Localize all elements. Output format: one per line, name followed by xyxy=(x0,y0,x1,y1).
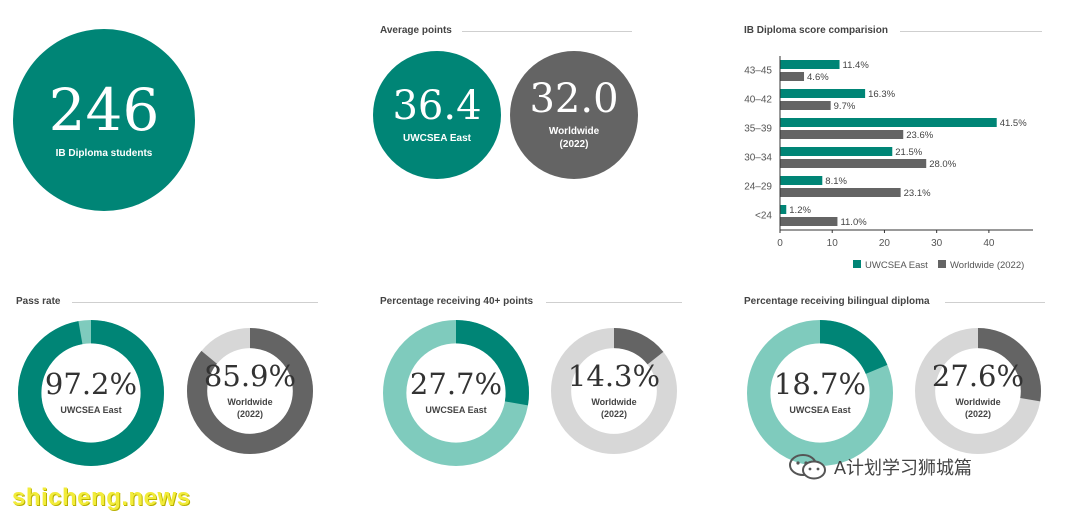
account-name: A计划学习狮城篇 xyxy=(834,458,973,478)
pass-uwcsea-value: 97.2% xyxy=(44,366,138,401)
bar-value-label: 11.4% xyxy=(843,60,870,71)
legend-swatch-worldwide xyxy=(938,260,946,268)
avg-worldwide-circle: 32.0 Worldwide (2022) xyxy=(510,51,638,179)
bar-value-label: 9.7% xyxy=(834,101,856,112)
wechat-icon xyxy=(789,454,826,480)
category-label: 40–42 xyxy=(744,95,772,106)
bar-worldwide xyxy=(780,159,927,168)
x-tick-label: 40 xyxy=(983,238,995,249)
chart-title-rule xyxy=(900,31,1042,32)
chart-title: IB Diploma score comparision xyxy=(744,25,888,36)
average-points-rule xyxy=(462,31,632,32)
students-count: 246 xyxy=(48,75,160,144)
bar-worldwide xyxy=(780,188,901,197)
bilingual-worldwide-value: 27.6% xyxy=(931,358,1025,393)
bar-value-label: 41.5% xyxy=(1000,118,1027,129)
category-label: <24 xyxy=(755,211,772,222)
x-tick-label: 0 xyxy=(777,238,783,249)
bilingual-worldwide-donut: 27.6% Worldwide (2022) xyxy=(915,328,1041,454)
pass-uwcsea-ring xyxy=(18,320,164,466)
bar-value-label: 23.6% xyxy=(906,130,933,141)
bilingual-uwcsea-value: 18.7% xyxy=(773,366,867,401)
legend-label: UWCSEA East xyxy=(865,260,928,271)
bar-uwcsea xyxy=(780,89,866,98)
forty-uwcsea-ring xyxy=(383,320,529,466)
bilingual-worldwide-label: Worldwide (2022) xyxy=(955,396,1001,419)
score-comparison-chart: 43–45 11.4% 4.6% 40–42 16.3% 9.7% 35–39 41.5% 23… xyxy=(744,56,1033,271)
forty-worldwide-value: 14.3% xyxy=(567,358,661,393)
bilingual-uwcsea-ring-track xyxy=(747,320,893,466)
x-tick-label: 30 xyxy=(931,238,943,249)
bar-uwcsea xyxy=(780,147,893,156)
bar-value-label: 21.5% xyxy=(895,147,922,158)
forty-plus-title: Percentage receiving 40+ points xyxy=(380,296,534,307)
pass-uwcsea-donut: 97.2% UWCSEA East xyxy=(18,320,164,466)
category-label: 24–29 xyxy=(744,182,772,193)
bar-value-label: 16.3% xyxy=(868,89,895,100)
bar-value-label: 28.0% xyxy=(929,159,956,170)
pass-rate-title: Pass rate xyxy=(16,296,61,307)
category-label: 35–39 xyxy=(744,124,772,135)
bilingual-title: Percentage receiving bilingual diploma xyxy=(744,296,930,307)
forty-worldwide-donut: 14.3% Worldwide (2022) xyxy=(551,328,677,454)
forty-uwcsea-label: UWCSEA East xyxy=(425,404,487,415)
legend-swatch-uwcsea xyxy=(853,260,861,268)
bilingual-uwcsea-ring xyxy=(747,320,893,466)
forty-worldwide-ring xyxy=(551,328,677,454)
bar-uwcsea xyxy=(780,60,840,69)
students-label: IB Diploma students xyxy=(55,147,153,159)
avg-uwcsea-circle: 36.4 UWCSEA East xyxy=(373,51,501,179)
bilingual-worldwide-ring-fill xyxy=(915,328,1041,454)
x-tick-label: 20 xyxy=(879,238,891,249)
bilingual-uwcsea-label: UWCSEA East xyxy=(789,404,851,415)
bilingual-uwcsea-donut: 18.7% UWCSEA East xyxy=(747,320,893,466)
forty-uwcsea-value: 27.7% xyxy=(409,366,503,401)
bar-value-label: 23.1% xyxy=(904,188,931,199)
legend-label: Worldwide (2022) xyxy=(950,260,1024,271)
account-watermark: A计划学习狮城篇 xyxy=(788,452,972,482)
avg-uwcsea-label: UWCSEA East xyxy=(403,132,471,144)
avg-worldwide-label: Worldwide xyxy=(548,126,600,137)
avg-worldwide-sublabel: (2022) xyxy=(559,139,589,150)
bar-value-label: 11.0% xyxy=(840,217,867,228)
pass-worldwide-donut: 85.9% Worldwide (2022) xyxy=(187,328,313,454)
bar-worldwide xyxy=(780,130,904,139)
pass-worldwide-value: 85.9% xyxy=(203,358,297,393)
forty-uwcsea-ring-fill xyxy=(383,320,529,466)
forty-worldwide-ring-fill xyxy=(551,328,677,454)
bilingual-worldwide-ring xyxy=(915,328,1041,454)
category-label: 43–45 xyxy=(744,66,772,77)
bar-worldwide xyxy=(780,101,831,110)
pass-uwcsea-ring-fill xyxy=(18,320,164,466)
bar-worldwide xyxy=(780,217,838,226)
avg-uwcsea-value: 36.4 xyxy=(392,82,482,129)
pass-rate-rule xyxy=(72,302,318,303)
bar-value-label: 1.2% xyxy=(789,205,811,216)
bar-value-label: 4.6% xyxy=(807,72,829,83)
forty-plus-rule xyxy=(546,302,682,303)
site-watermark: shicheng.news xyxy=(12,484,191,511)
bar-uwcsea xyxy=(780,205,787,214)
avg-worldwide-value: 32.0 xyxy=(529,76,619,122)
bar-worldwide xyxy=(780,72,805,81)
x-tick-label: 10 xyxy=(827,238,839,249)
bar-uwcsea xyxy=(780,176,823,185)
forty-worldwide-label: Worldwide (2022) xyxy=(591,396,637,419)
forty-uwcsea-donut: 27.7% UWCSEA East xyxy=(383,320,529,466)
average-points-title: Average points xyxy=(380,25,452,36)
pass-uwcsea-label: UWCSEA East xyxy=(60,404,122,415)
bar-value-label: 8.1% xyxy=(825,176,847,187)
category-label: 30–34 xyxy=(744,153,772,164)
pass-worldwide-label: Worldwide (2022) xyxy=(227,396,273,419)
students-circle: 246 IB Diploma students xyxy=(13,29,195,211)
pass-worldwide-ring-fill xyxy=(187,328,313,454)
bar-uwcsea xyxy=(780,118,997,127)
bilingual-rule xyxy=(945,302,1045,303)
pass-worldwide-ring xyxy=(187,328,313,454)
